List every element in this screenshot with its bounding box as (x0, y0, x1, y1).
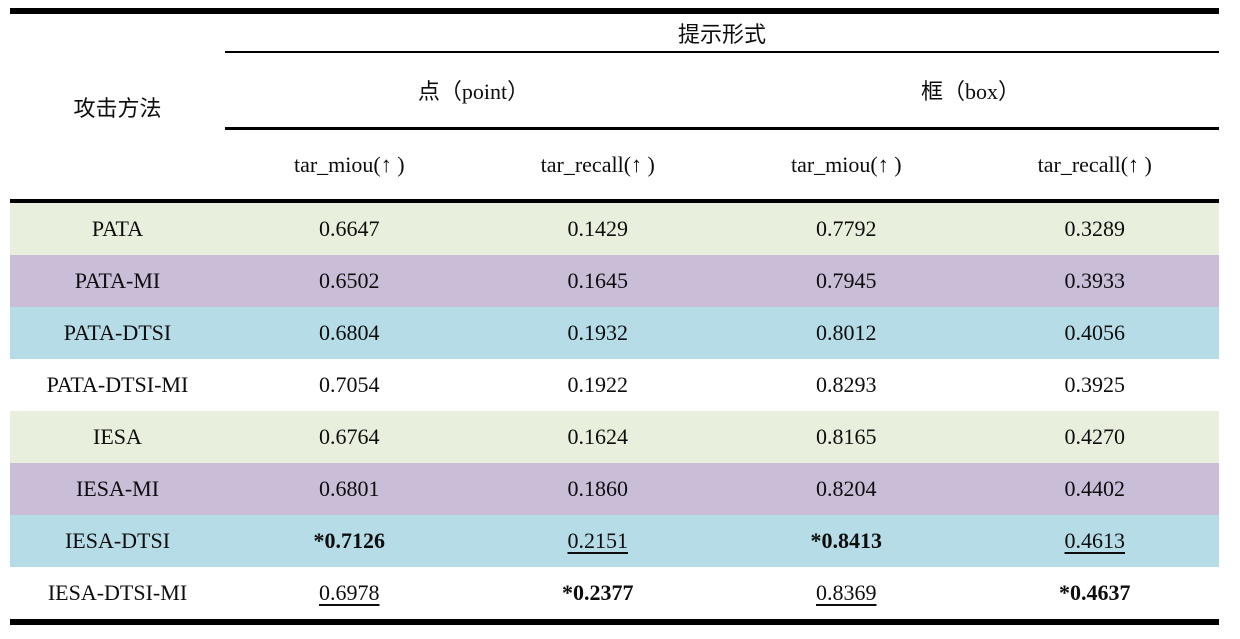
metric-header-box-recall: tar_recall(↑ ) (1037, 151, 1152, 177)
prompt-form-header: 提示形式 (225, 14, 1219, 53)
table-header: 攻击方法 提示形式 点（point） 框（box） tar_miou(↑ ) t… (10, 14, 1219, 203)
metric-header-point-recall: tar_recall(↑ ) (540, 151, 655, 177)
method-cell: PATA (91, 216, 144, 241)
table-row: PATA 0.6647 0.1429 0.7792 0.3289 (10, 203, 1219, 255)
method-cell: PATA-DTSI (63, 320, 172, 345)
value-cell: 0.4056 (1064, 320, 1126, 345)
table-row: PATA-DTSI 0.6804 0.1932 0.8012 0.4056 (10, 307, 1219, 359)
value-cell: 0.6978 (319, 580, 380, 605)
value-cell: 0.6502 (319, 268, 380, 293)
method-cell: PATA-MI (74, 268, 161, 293)
value-cell: 0.7054 (319, 372, 380, 397)
value-cell: 0.6804 (319, 320, 380, 345)
value-cell: *0.7126 (313, 528, 386, 553)
table-row: IESA-DTSI *0.7126 0.2151 *0.8413 0.4613 (10, 515, 1219, 567)
attack-method-header: 攻击方法 (73, 95, 162, 121)
table-row: IESA 0.6764 0.1624 0.8165 0.4270 (10, 411, 1219, 463)
method-cell: PATA-DTSI-MI (46, 372, 189, 397)
table-row: IESA-DTSI-MI 0.6978 *0.2377 0.8369 *0.46… (10, 567, 1219, 619)
value-cell: 0.6801 (319, 476, 380, 501)
table-row: PATA-MI 0.6502 0.1645 0.7945 0.3933 (10, 255, 1219, 307)
value-cell: 0.1860 (567, 476, 629, 501)
value-cell: 0.1922 (567, 372, 629, 397)
value-cell: 0.2151 (567, 528, 629, 553)
value-cell: 0.4613 (1064, 528, 1126, 553)
value-cell: 0.8012 (816, 320, 877, 345)
value-cell: *0.4637 (1059, 580, 1131, 605)
value-cell: 0.8165 (816, 424, 877, 449)
table-body: PATA 0.6647 0.1429 0.7792 0.3289 PATA-MI… (10, 203, 1219, 619)
metric-header-point-miou: tar_miou(↑ ) (293, 151, 405, 177)
value-cell: 0.7792 (816, 216, 877, 241)
box-group-header: 框（box） (722, 53, 1219, 130)
table-row: IESA-MI 0.6801 0.1860 0.8204 0.4402 (10, 463, 1219, 515)
value-cell: 0.1645 (567, 268, 629, 293)
value-cell: 0.8369 (816, 580, 877, 605)
value-cell: 0.8293 (816, 372, 877, 397)
point-group-header: 点（point） (225, 53, 722, 130)
value-cell: *0.8413 (810, 528, 883, 553)
method-cell: IESA (93, 424, 142, 449)
value-cell: 0.4402 (1064, 476, 1126, 501)
table-row: PATA-DTSI-MI 0.7054 0.1922 0.8293 0.3925 (10, 359, 1219, 411)
results-table: 攻击方法 提示形式 点（point） 框（box） tar_miou(↑ ) t… (10, 8, 1219, 625)
value-cell: 0.1932 (567, 320, 629, 345)
value-cell: 0.6764 (319, 424, 380, 449)
value-cell: 0.3289 (1064, 216, 1126, 241)
value-cell: 0.8204 (816, 476, 877, 501)
value-cell: 0.7945 (816, 268, 877, 293)
method-cell: IESA-DTSI (64, 528, 171, 553)
value-cell: 0.1624 (567, 424, 629, 449)
method-cell: IESA-MI (75, 476, 160, 501)
value-cell: 0.4270 (1064, 424, 1126, 449)
metric-header-box-miou: tar_miou(↑ ) (790, 151, 902, 177)
value-cell: *0.2377 (562, 580, 634, 605)
method-cell: IESA-DTSI-MI (47, 580, 188, 605)
value-cell: 0.3925 (1064, 372, 1126, 397)
value-cell: 0.1429 (567, 216, 629, 241)
value-cell: 0.6647 (319, 216, 380, 241)
value-cell: 0.3933 (1064, 268, 1126, 293)
